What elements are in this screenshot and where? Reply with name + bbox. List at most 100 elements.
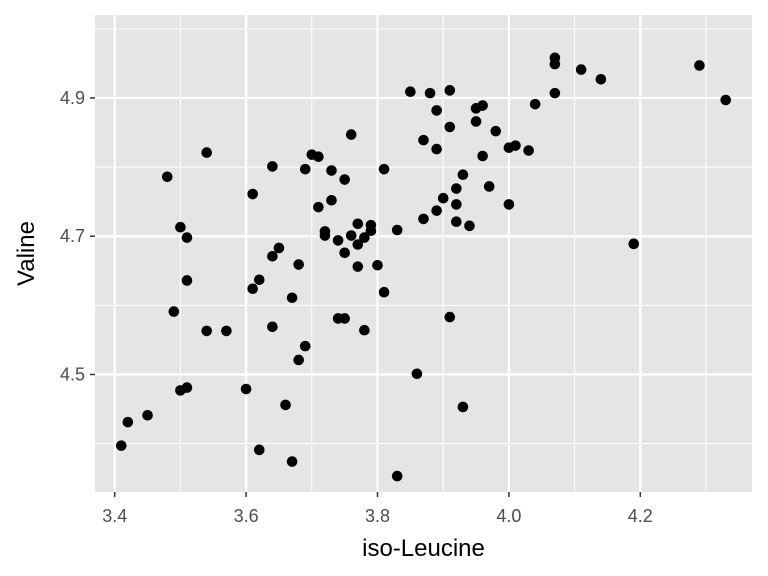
data-point — [293, 259, 304, 270]
data-point — [286, 456, 298, 467]
data-point — [510, 140, 521, 151]
data-point — [503, 199, 515, 210]
data-point — [253, 444, 265, 456]
data-point — [326, 165, 337, 176]
data-point — [352, 239, 364, 250]
data-point — [352, 218, 364, 230]
data-point — [477, 150, 488, 162]
data-point — [299, 340, 311, 352]
data-point — [444, 121, 456, 133]
data-point — [464, 220, 475, 232]
data-point — [253, 274, 265, 286]
data-point — [267, 321, 278, 333]
data-point — [359, 324, 370, 336]
x-tick-label: 4.2 — [628, 506, 653, 526]
data-point — [431, 143, 442, 155]
data-point — [345, 129, 357, 140]
data-point — [451, 183, 462, 194]
data-point — [201, 325, 212, 337]
data-point — [293, 354, 304, 366]
data-point — [286, 292, 298, 304]
data-point — [405, 86, 416, 98]
data-point — [339, 174, 350, 185]
x-tick-label: 3.8 — [365, 506, 390, 526]
data-point — [529, 98, 541, 110]
data-point — [470, 116, 482, 127]
data-point — [168, 306, 180, 317]
data-point — [575, 64, 587, 75]
data-point — [267, 161, 278, 172]
data-point — [122, 416, 134, 428]
data-point — [175, 221, 186, 233]
major-grid — [95, 15, 752, 492]
y-axis-title: Valine — [13, 221, 40, 286]
data-point — [549, 87, 561, 99]
data-point — [490, 125, 502, 137]
x-axis-title: iso-Leucine — [362, 535, 485, 562]
data-point — [247, 283, 258, 295]
data-point — [280, 399, 291, 411]
data-point — [142, 409, 153, 421]
y-tick-label: 4.5 — [60, 364, 85, 384]
data-point — [332, 235, 344, 246]
data-point — [457, 169, 469, 180]
data-point — [240, 383, 252, 395]
data-point — [267, 250, 278, 262]
data-point — [418, 213, 429, 225]
data-point — [339, 247, 350, 259]
data-point — [483, 181, 495, 192]
data-point — [319, 226, 331, 237]
data-point — [352, 261, 364, 272]
data-point — [391, 470, 403, 482]
data-point — [418, 134, 429, 146]
data-point — [161, 171, 173, 183]
data-points — [115, 52, 732, 482]
data-point — [431, 105, 442, 116]
y-axis: 4.5 4.7 4.9 — [60, 88, 95, 384]
data-point — [444, 85, 456, 96]
data-point — [181, 382, 193, 393]
x-tick-label: 3.6 — [234, 506, 259, 526]
y-tick-label: 4.9 — [60, 88, 85, 108]
data-point — [359, 232, 370, 243]
data-point — [313, 201, 324, 213]
x-tick-label: 4.0 — [496, 506, 521, 526]
x-tick-label: 3.4 — [102, 506, 127, 526]
data-point — [378, 163, 390, 175]
data-point — [378, 286, 390, 298]
data-point — [299, 163, 311, 175]
data-point — [720, 94, 732, 106]
data-point — [326, 194, 337, 206]
data-point — [424, 87, 436, 99]
data-point — [273, 242, 285, 254]
data-point — [181, 232, 193, 243]
data-point — [628, 238, 640, 250]
data-point — [313, 151, 324, 163]
data-point — [595, 73, 607, 85]
data-point — [451, 199, 462, 210]
minor-grid — [95, 15, 752, 492]
data-point — [201, 147, 212, 158]
data-point — [339, 313, 350, 324]
data-point — [457, 401, 469, 413]
y-tick-label: 4.7 — [60, 226, 85, 246]
data-point — [221, 325, 232, 337]
data-point — [694, 60, 705, 71]
plot-panel — [95, 15, 752, 492]
data-point — [444, 311, 456, 323]
data-point — [431, 205, 442, 216]
data-point — [115, 440, 127, 451]
x-axis: 3.4 3.6 3.8 4.0 4.2 — [102, 492, 653, 526]
data-point — [247, 188, 258, 200]
data-point — [391, 224, 403, 236]
data-point — [477, 100, 488, 111]
data-point — [181, 275, 193, 286]
data-point — [345, 230, 357, 241]
data-point — [523, 145, 534, 156]
data-point — [411, 368, 423, 380]
data-point — [451, 216, 462, 227]
data-point — [437, 192, 449, 204]
data-point — [549, 58, 561, 70]
